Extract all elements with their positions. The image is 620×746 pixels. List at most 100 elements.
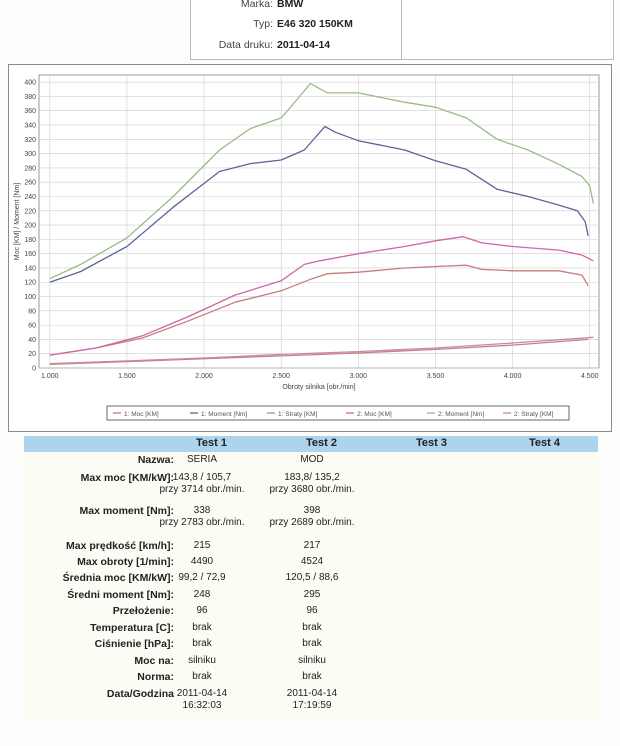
- x-tick-label: 3.500: [427, 373, 445, 380]
- cell-line: przy 3680 obr./min.: [269, 484, 355, 495]
- data-druku-label: Data druku:: [218, 39, 273, 51]
- y-tick-label: 320: [24, 137, 36, 144]
- legend-label: 1: Straty [KM]: [278, 411, 318, 418]
- y-tick-label: 120: [24, 280, 36, 287]
- chart-canvas: 0 20 40 60 80 100 120 140 160 180 200 220 240 260 280 3…: [14, 74, 600, 421]
- cell-line: 96: [306, 605, 318, 616]
- row-label: Max obroty [1/min]:: [77, 556, 174, 568]
- series-line-5: [49, 82, 595, 280]
- cell-line: 96: [196, 605, 208, 616]
- row-label: Przełożenie:: [112, 605, 174, 617]
- y-tick-label: 240: [24, 194, 36, 201]
- row-label: Max moc [KM/kW]:: [80, 472, 174, 484]
- row-label: Max prędkość [km/h]:: [66, 540, 174, 552]
- cell-line: 183,8/ 135,2: [284, 472, 340, 483]
- row-label: Nazwa:: [137, 454, 174, 466]
- cell-line: 217: [303, 540, 321, 551]
- legend-label: 1: Moc [KM]: [124, 411, 159, 418]
- cell-line: brak: [302, 671, 322, 682]
- row-label: Średni moment [Nm]:: [67, 589, 174, 601]
- header-test-1: Test 1: [196, 437, 227, 449]
- y-tick-label: 160: [24, 251, 36, 258]
- x-axis-label: Obroty silnika [obr./min]: [282, 384, 355, 391]
- row-label: Moc na:: [134, 655, 174, 667]
- info-box-empty: [402, 0, 614, 60]
- results-table: Nazwa: SERIA MOD Max moc [KM/kW]: 143,8 / 10…: [24, 452, 598, 720]
- cell-line: 248: [193, 589, 211, 600]
- y-tick-label: 100: [24, 294, 36, 301]
- y-tick-label: 180: [24, 237, 36, 244]
- table-cell-t2: 217: [252, 540, 372, 552]
- table-cell-t1: 2011-04-14 16:32:03: [142, 688, 262, 712]
- table-cell-t2: brak: [252, 671, 372, 683]
- table-cell-t2: 398 przy 2689 obr./min.: [252, 505, 372, 529]
- table-cell-t2: 96: [252, 605, 372, 617]
- table-cell-t2: 183,8/ 135,2 przy 3680 obr./min.: [252, 472, 372, 496]
- legend-label: 1: Moment [Nm]: [201, 411, 247, 418]
- cell-line: SERIA: [186, 454, 217, 465]
- table-cell-t1: 96: [142, 605, 262, 617]
- cell-line: przy 2783 obr./min.: [159, 517, 245, 528]
- table-cell-t2: brak: [252, 638, 372, 650]
- dyno-chart: 0 20 40 60 80 100 120 140 160 180 200 220 240 260 280 3…: [8, 64, 612, 432]
- cell-line: brak: [192, 622, 212, 633]
- y-tick-label: 360: [24, 108, 36, 115]
- series-line-1: [49, 264, 589, 356]
- cell-line: 2011-04-14: [176, 688, 228, 699]
- cell-line: 143,8 / 105,7: [172, 472, 232, 483]
- y-axis-label: Moc [KM] / Moment [Nm]: [14, 183, 21, 260]
- y-tick-label: 380: [24, 94, 36, 101]
- table-cell-t1: silniku: [142, 655, 262, 667]
- table-cell-t1: brak: [142, 638, 262, 650]
- legend-label: 2: Straty [KM]: [514, 411, 554, 418]
- y-tick-label: 0: [32, 366, 36, 373]
- table-cell-t1: brak: [142, 671, 262, 683]
- x-tick-label: 1.500: [118, 373, 136, 380]
- x-tick-label: 2.500: [272, 373, 290, 380]
- x-tick-label: 2.000: [195, 373, 213, 380]
- y-tick-label: 60: [28, 323, 36, 330]
- series-line-2: [49, 125, 589, 283]
- y-tick-label: 40: [28, 337, 36, 344]
- y-tick-label: 300: [24, 151, 36, 158]
- marka-label: Marka:: [240, 0, 273, 10]
- cell-line: 120,5 / 88,6: [285, 572, 339, 583]
- y-tick-label: 400: [24, 80, 36, 87]
- cell-line: 338: [193, 505, 211, 516]
- cell-line: silniku: [188, 655, 216, 666]
- table-cell-t2: brak: [252, 622, 372, 634]
- row-label: Data/Godzina: [106, 688, 174, 700]
- typ-value: E46 320 150KM: [277, 18, 353, 30]
- table-cell-t2: silniku: [252, 655, 372, 667]
- cell-line: 16:32:03: [182, 700, 222, 711]
- cell-line: brak: [192, 671, 212, 682]
- table-cell-t1: brak: [142, 622, 262, 634]
- series-line-4: [49, 236, 594, 356]
- cell-line: 398: [303, 505, 321, 516]
- table-cell-t2: 2011-04-14 17:19:59: [252, 688, 372, 712]
- plot-area: [38, 74, 600, 369]
- x-tick-label: 1.000: [41, 373, 59, 380]
- table-cell-t1: 4490: [142, 556, 262, 568]
- row-label: Średnia moc [KM/kW]:: [62, 572, 174, 584]
- x-tick-label: 4.000: [504, 373, 522, 380]
- row-label: Norma:: [137, 671, 174, 683]
- table-cell-t2: 120,5 / 88,6: [252, 572, 372, 584]
- cell-line: 295: [303, 589, 321, 600]
- series-line-6: [49, 336, 594, 365]
- data-druku-value: 2011-04-14: [277, 39, 331, 51]
- y-tick-label: 340: [24, 123, 36, 130]
- table-cell-t2: 295: [252, 589, 372, 601]
- y-tick-label: 140: [24, 265, 36, 272]
- table-cell-t2: 4524: [252, 556, 372, 568]
- cell-line: 99,2 / 72,9: [178, 572, 226, 583]
- y-tick-label: 260: [24, 180, 36, 187]
- vehicle-info-box: Marka: BMW Typ: E46 320 150KM Data druku…: [190, 0, 402, 60]
- y-tick-label: 20: [28, 351, 36, 358]
- cell-line: 4490: [190, 556, 214, 567]
- table-cell-t1: 248: [142, 589, 262, 601]
- table-cell-t1: SERIA: [142, 454, 262, 466]
- x-tick-label: 4.500: [581, 373, 599, 380]
- row-label: Max moment [Nm]:: [79, 505, 174, 517]
- legend-box: [106, 405, 570, 421]
